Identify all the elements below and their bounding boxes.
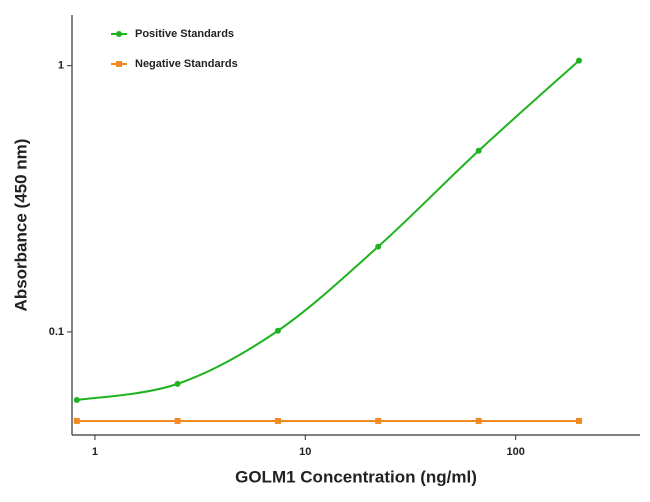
data-point — [274, 417, 281, 424]
data-point — [475, 147, 482, 154]
data-point — [174, 417, 181, 424]
data-point — [73, 417, 80, 424]
legend-marker — [116, 31, 122, 37]
data-point — [73, 396, 80, 403]
y-tick-label: 0.1 — [49, 326, 64, 338]
x-axis-title: GOLM1 Concentration (ng/ml) — [235, 467, 477, 486]
x-tick-label: 100 — [506, 446, 524, 458]
legend-marker — [116, 61, 122, 67]
data-point — [174, 380, 181, 387]
data-point — [274, 327, 281, 334]
data-point — [375, 417, 382, 424]
legend-label: Negative Standards — [135, 58, 238, 70]
legend-label: Positive Standards — [135, 28, 234, 40]
data-point — [475, 417, 482, 424]
series-line — [76, 59, 580, 401]
data-point — [575, 417, 582, 424]
x-tick-label: 10 — [299, 446, 311, 458]
data-point — [375, 243, 382, 250]
y-axis-title: Absorbance (450 nm) — [11, 139, 30, 312]
data-point — [575, 57, 582, 64]
y-tick-label: 1 — [58, 60, 64, 72]
x-tick-label: 1 — [92, 446, 98, 458]
